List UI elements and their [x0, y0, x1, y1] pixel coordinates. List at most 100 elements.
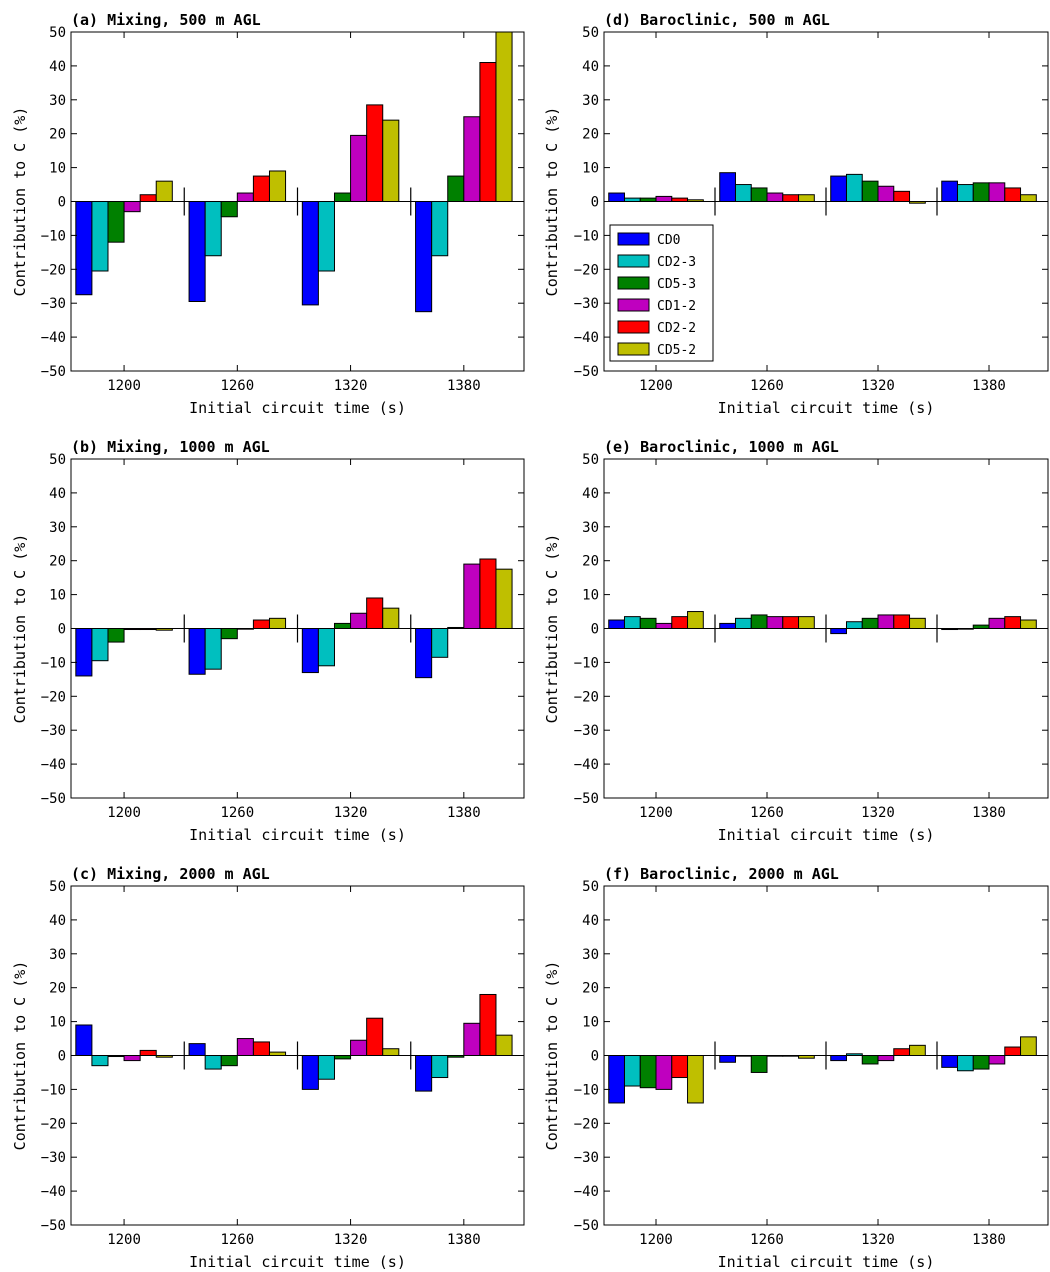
- y-tick-label: 50: [49, 452, 66, 468]
- bar-cd0-1320: [301, 628, 319, 674]
- y-tick-label: −50: [41, 364, 66, 380]
- bar-cd1-2-1320: [350, 1039, 368, 1056]
- y-tick-label: −10: [41, 1082, 66, 1098]
- y-tick-label: −30: [41, 1150, 66, 1166]
- y-tick-label: 30: [582, 947, 599, 963]
- bar-cd2-3-1380: [956, 1055, 974, 1072]
- x-tick-label: 1320: [334, 1232, 368, 1248]
- bar-cd5-2-1260: [268, 1051, 287, 1056]
- legend-swatch-cd0: [617, 232, 650, 246]
- bar-cd5-2-1380: [495, 568, 513, 629]
- y-tick-label: 10: [49, 588, 66, 604]
- y-tick-label: 50: [582, 452, 599, 468]
- x-tick-label: 1260: [750, 378, 784, 394]
- bar-cd5-2-1320: [909, 617, 926, 630]
- legend-swatch-cd5-2: [617, 342, 650, 356]
- y-tick-label: −20: [574, 1116, 599, 1132]
- y-axis-label: Contribution to C (%): [543, 961, 561, 1151]
- bar-cd5-3-1200: [639, 197, 657, 203]
- y-tick-label: 20: [49, 127, 66, 143]
- bar-cd5-2-1320: [382, 119, 400, 202]
- x-tick-label: 1200: [639, 1232, 673, 1248]
- bar-cd0-1380: [941, 1055, 958, 1068]
- bar-cd5-3-1320: [333, 1055, 352, 1060]
- y-tick-label: −50: [41, 1218, 66, 1234]
- bar-cd5-3-1320: [861, 180, 879, 203]
- bar-cd1-2-1320: [350, 134, 368, 202]
- bar-cd2-3-1200: [91, 1055, 109, 1067]
- bar-cd0-1200: [608, 1055, 625, 1104]
- bar-cd2-3-1260: [204, 628, 222, 670]
- y-tick-label: −30: [574, 723, 599, 739]
- bar-cd0-1380: [415, 1055, 433, 1092]
- bar-cd2-3-1260: [734, 184, 752, 203]
- y-tick-label: −10: [574, 228, 599, 244]
- bar-cd2-3-1200: [623, 197, 641, 203]
- y-tick-label: 40: [582, 913, 599, 929]
- bar-cd1-2-1380: [463, 116, 481, 202]
- bar-cd2-2-1380: [1004, 187, 1022, 203]
- y-tick-label: −50: [574, 364, 599, 380]
- bar-cd2-3-1260: [204, 201, 222, 257]
- bar-cd0-1260: [719, 622, 736, 629]
- x-tick-label: 1260: [750, 1232, 784, 1248]
- x-tick-label: 1260: [220, 805, 254, 821]
- bar-cd5-3-1260: [750, 187, 768, 203]
- bar-cd5-3-1320: [333, 192, 352, 202]
- x-axis-label: Initial circuit time (s): [189, 399, 406, 417]
- bar-cd1-2-1320: [877, 1055, 895, 1062]
- y-tick-label: 40: [582, 486, 599, 502]
- bar-cd5-2-1260: [268, 170, 287, 203]
- bar-cd1-2-1260: [236, 1038, 254, 1057]
- y-tick-label: 0: [58, 195, 66, 211]
- bar-cd2-3-1320: [845, 173, 863, 203]
- x-tick-label: 1200: [107, 378, 141, 394]
- bar-cd2-2-1260: [252, 175, 270, 203]
- bar-cd2-2-1320: [366, 1017, 384, 1057]
- bar-cd0-1260: [719, 1055, 736, 1063]
- x-tick-label: 1380: [972, 805, 1006, 821]
- bar-cd1-2-1380: [988, 182, 1006, 203]
- y-tick-label: 0: [58, 622, 66, 638]
- bar-cd1-2-1200: [655, 1055, 673, 1090]
- bar-cd5-2-1260: [798, 194, 815, 203]
- bar-cd5-2-1260: [798, 616, 815, 630]
- bar-cd2-3-1260: [204, 1055, 222, 1070]
- y-tick-label: 10: [582, 588, 599, 604]
- panel-title: (c) Mixing, 2000 m AGL: [71, 865, 270, 883]
- x-tick-label: 1200: [107, 805, 141, 821]
- bar-cd2-2-1380: [1004, 1046, 1022, 1057]
- bar-cd5-3-1320: [333, 622, 352, 629]
- y-tick-label: −20: [574, 689, 599, 705]
- x-tick-label: 1320: [861, 378, 895, 394]
- chart-panel-3: (c) Mixing, 2000 m AGL −50 −40 −30 −20 −10 0 10…: [11, 865, 525, 1271]
- bar-cd2-3-1200: [623, 1055, 641, 1087]
- bar-cd0-1200: [75, 628, 93, 677]
- y-tick-label: −10: [41, 655, 66, 671]
- bar-cd5-2-1380: [1020, 619, 1037, 630]
- bar-cd1-2-1260: [766, 192, 784, 202]
- panel-title: (a) Mixing, 500 m AGL: [71, 11, 261, 29]
- y-tick-label: −40: [574, 1184, 599, 1200]
- x-tick-label: 1320: [861, 1232, 895, 1248]
- y-tick-label: −50: [574, 791, 599, 807]
- y-tick-label: −50: [41, 791, 66, 807]
- legend-entry: CD5-2: [657, 343, 696, 358]
- bar-cd1-2-1200: [655, 195, 673, 203]
- bar-cd2-2-1320: [366, 597, 384, 629]
- y-axis-label: Contribution to C (%): [543, 107, 561, 297]
- legend-entry: CD0: [657, 233, 680, 248]
- bar-cd5-3-1380: [447, 175, 465, 203]
- bar-cd5-2-1380: [1020, 1036, 1037, 1056]
- x-tick-label: 1260: [220, 1232, 254, 1248]
- bar-cd5-2-1320: [382, 1048, 400, 1056]
- panel-title: (e) Baroclinic, 1000 m AGL: [604, 438, 839, 456]
- y-tick-label: 30: [582, 93, 599, 109]
- bar-cd2-3-1380: [431, 1055, 449, 1079]
- bar-cd5-3-1200: [639, 617, 657, 630]
- y-tick-label: −10: [41, 228, 66, 244]
- legend-entry: CD2-2: [657, 321, 696, 336]
- bar-cd1-2-1380: [988, 1055, 1006, 1065]
- y-tick-label: 20: [582, 981, 599, 997]
